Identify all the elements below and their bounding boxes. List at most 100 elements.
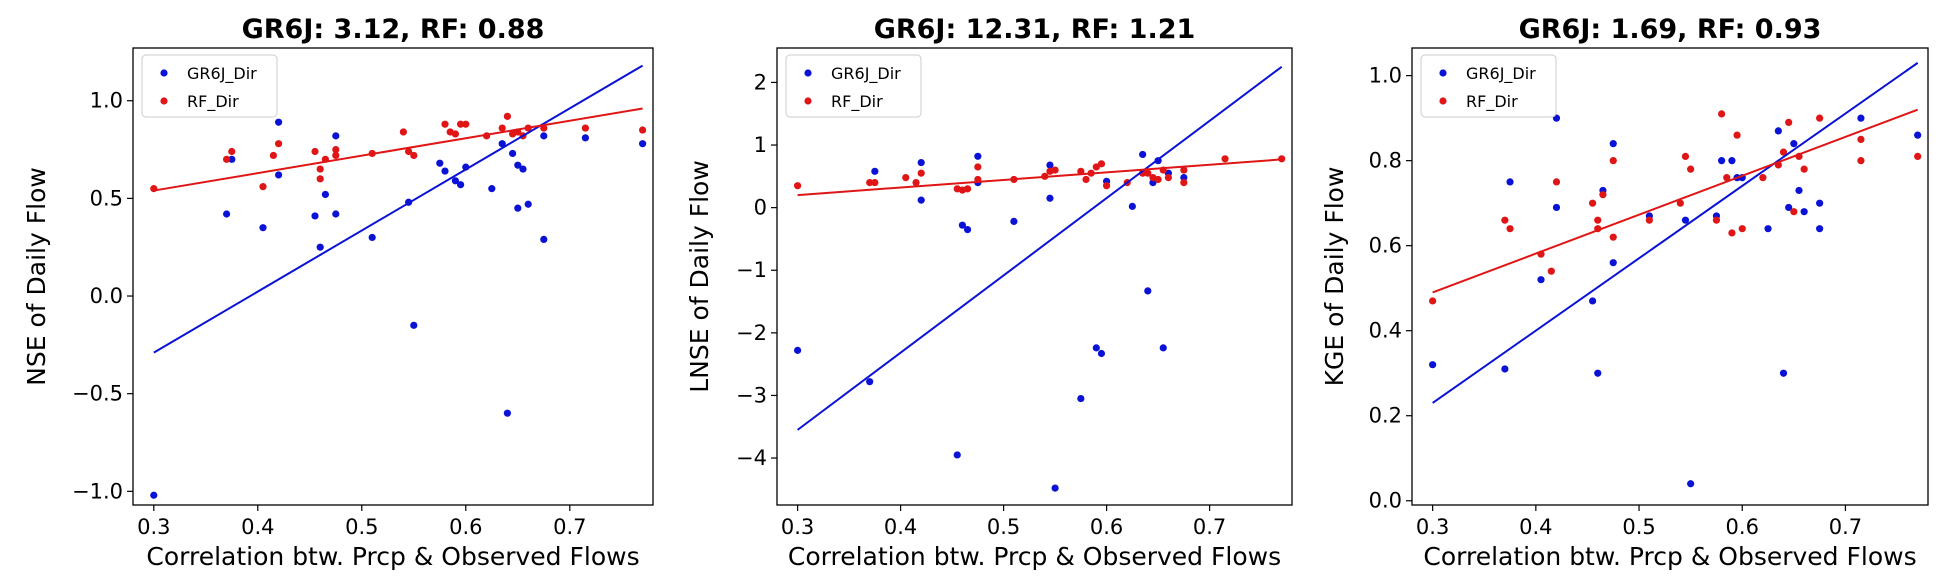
data-point xyxy=(794,346,802,354)
data-point xyxy=(457,120,465,128)
y-axis-label: LNSE of Daily Flow xyxy=(685,160,714,393)
series-gr6j-dir xyxy=(150,118,647,499)
data-point xyxy=(1128,202,1136,210)
x-tick-label: 0.3 xyxy=(781,515,814,539)
data-point xyxy=(1589,297,1597,305)
series-gr6j-dir xyxy=(1429,114,1922,488)
data-point xyxy=(316,175,324,183)
data-point xyxy=(917,169,925,177)
data-point xyxy=(275,118,283,126)
panel-lnse: GR6J: 12.31, RF: 1.21 0.3 0.4 0.5 0.6 0.7 −4 −3… xyxy=(685,14,1293,571)
data-point xyxy=(498,140,506,148)
data-point xyxy=(1857,135,1865,143)
data-point xyxy=(1609,140,1617,148)
x-tick-label: 0.4 xyxy=(241,515,274,539)
data-point xyxy=(1728,157,1736,165)
fit-line-gr6j-dir xyxy=(796,65,1283,431)
y-tick-label: 2 xyxy=(754,70,767,94)
legend-marker xyxy=(1439,69,1447,77)
data-point xyxy=(1790,208,1798,216)
data-point xyxy=(1552,203,1561,212)
data-point xyxy=(1092,344,1100,352)
y-tick-label: 0.4 xyxy=(1369,319,1402,343)
legend-label: RF_Dir xyxy=(187,92,239,112)
data-point xyxy=(514,204,522,212)
data-point xyxy=(332,132,340,140)
plot-area xyxy=(1429,62,1922,488)
data-point xyxy=(405,147,413,156)
data-point xyxy=(1149,178,1157,187)
data-point xyxy=(1681,152,1690,161)
data-point xyxy=(275,171,283,179)
data-point xyxy=(974,163,982,171)
series-rf-dir xyxy=(794,155,1286,194)
data-point xyxy=(1712,216,1721,224)
data-point xyxy=(639,140,647,148)
data-point xyxy=(1718,110,1726,118)
data-point xyxy=(1676,199,1684,207)
y-tick-label: 1 xyxy=(754,133,767,157)
data-point xyxy=(866,378,874,386)
panel-nse: GR6J: 3.12, RF: 0.88 0.3 0.4 0.5 0.6 0.7 −1.0 −… xyxy=(22,14,654,571)
legend-box xyxy=(1420,54,1557,118)
data-point xyxy=(871,167,879,175)
y-tick-label: −1 xyxy=(736,258,767,282)
data-point xyxy=(1139,150,1147,159)
legend-label: GR6J_Dir xyxy=(831,64,901,84)
data-point xyxy=(332,151,340,160)
data-point xyxy=(1738,225,1746,233)
data-point xyxy=(1800,165,1808,173)
y-tick-label: −4 xyxy=(736,446,767,470)
data-point xyxy=(508,149,517,158)
chart-title: GR6J: 12.31, RF: 1.21 xyxy=(874,14,1196,45)
x-tick-label: 0.4 xyxy=(1519,515,1552,539)
panel-kge: GR6J: 1.69, RF: 0.93 0.3 0.4 0.5 0.6 0.7 0.0 0.… xyxy=(1320,14,1929,571)
fit-line-gr6j-dir xyxy=(1432,62,1919,404)
fit-line-rf-dir xyxy=(1432,108,1919,294)
data-point xyxy=(1681,216,1690,224)
data-point xyxy=(1733,131,1741,139)
y-tick-label: −1.0 xyxy=(72,479,123,503)
data-point xyxy=(581,124,590,132)
y-axis-label: NSE of Daily Flow xyxy=(22,167,51,386)
data-point xyxy=(1779,148,1788,156)
data-point xyxy=(1278,155,1286,163)
data-point xyxy=(228,155,236,163)
data-point xyxy=(524,200,532,208)
y-tick-label: 0.2 xyxy=(1369,404,1402,428)
legend-marker xyxy=(804,97,812,105)
data-point xyxy=(1816,225,1824,233)
data-point xyxy=(1552,178,1561,186)
data-point xyxy=(316,243,324,251)
data-point xyxy=(316,165,324,173)
data-point xyxy=(958,221,967,229)
data-point xyxy=(1154,175,1162,184)
data-point xyxy=(963,225,972,234)
data-point xyxy=(581,134,590,142)
y-tick-label: −3 xyxy=(736,383,767,407)
data-point xyxy=(1800,208,1808,216)
x-tick-label: 0.3 xyxy=(1416,515,1449,539)
x-axis-label: Correlation btw. Prcp & Observed Flows xyxy=(146,542,639,571)
data-point xyxy=(1010,217,1018,226)
plot-area xyxy=(150,64,647,499)
data-point xyxy=(259,183,267,191)
plot-frame xyxy=(132,47,654,506)
data-point xyxy=(1857,114,1865,122)
x-axis-label: Correlation btw. Prcp & Observed Flows xyxy=(1423,542,1916,571)
y-tick-label: 0.8 xyxy=(1369,149,1402,173)
chart-title: GR6J: 1.69, RF: 0.93 xyxy=(1519,14,1822,45)
x-tick-label: 0.7 xyxy=(1829,515,1862,539)
data-point xyxy=(1144,287,1152,295)
data-point xyxy=(228,147,236,156)
data-point xyxy=(368,233,376,242)
data-point xyxy=(1506,178,1514,186)
data-point xyxy=(1759,174,1767,182)
x-tick-label: 0.4 xyxy=(884,515,917,539)
data-point xyxy=(1589,199,1597,207)
x-tick-label: 0.6 xyxy=(449,515,482,539)
data-point xyxy=(519,165,527,173)
data-point xyxy=(311,147,319,156)
x-tick-label: 0.7 xyxy=(1193,515,1226,539)
data-point xyxy=(1914,131,1922,139)
